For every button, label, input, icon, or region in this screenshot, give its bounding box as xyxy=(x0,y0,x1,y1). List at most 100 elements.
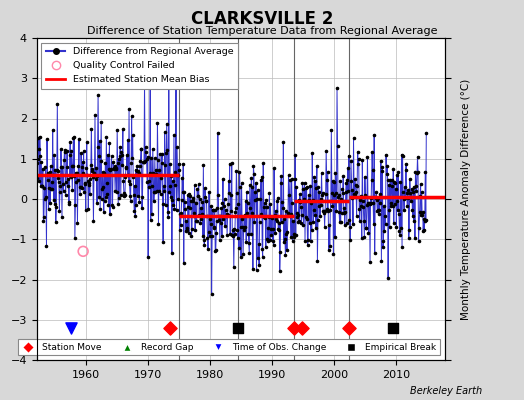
Point xyxy=(354,148,362,155)
Point xyxy=(255,262,263,268)
Point xyxy=(251,189,259,196)
Point xyxy=(254,255,262,262)
Point xyxy=(416,193,424,200)
Point xyxy=(286,213,294,219)
Point xyxy=(42,243,51,250)
Point xyxy=(341,222,349,228)
Point xyxy=(303,242,312,248)
Point xyxy=(410,218,418,224)
Point xyxy=(358,157,366,163)
Point xyxy=(318,170,326,176)
Point xyxy=(238,216,246,222)
Point xyxy=(202,198,211,204)
Point xyxy=(269,226,277,232)
Point xyxy=(232,204,240,211)
Point xyxy=(210,224,219,230)
Point xyxy=(236,184,244,191)
Point xyxy=(355,218,364,224)
Point xyxy=(329,251,337,258)
Point xyxy=(159,238,167,245)
Point xyxy=(179,188,187,195)
Point xyxy=(117,192,125,198)
Point xyxy=(141,144,150,151)
Point xyxy=(295,218,303,224)
Point xyxy=(128,154,136,161)
Point xyxy=(324,247,333,254)
Point xyxy=(93,144,102,150)
Point xyxy=(405,226,413,233)
Point xyxy=(237,180,246,186)
Point xyxy=(292,214,301,220)
Point xyxy=(226,192,235,198)
Point xyxy=(420,216,428,222)
Point xyxy=(75,136,83,142)
Point xyxy=(119,178,127,184)
Point xyxy=(105,166,113,172)
Point xyxy=(131,213,139,219)
Point xyxy=(335,209,343,215)
Point xyxy=(270,212,279,218)
Point xyxy=(413,154,422,160)
Point xyxy=(309,197,317,203)
Point xyxy=(279,138,288,145)
Point xyxy=(356,197,364,203)
Point xyxy=(298,180,307,186)
Point xyxy=(66,139,74,145)
Point xyxy=(301,238,309,244)
Point xyxy=(105,140,114,146)
Point xyxy=(132,166,140,173)
Point xyxy=(60,157,68,163)
Point xyxy=(168,196,177,203)
Point xyxy=(337,196,345,202)
Point xyxy=(358,198,367,204)
Point xyxy=(168,250,176,256)
Point xyxy=(195,196,204,203)
Point xyxy=(170,132,178,139)
Point xyxy=(172,80,180,86)
Point xyxy=(383,171,391,178)
Point xyxy=(53,101,61,108)
Point xyxy=(129,192,138,198)
Point xyxy=(133,162,141,169)
Point xyxy=(373,197,381,204)
Point xyxy=(259,160,267,166)
Point xyxy=(234,234,242,241)
Point xyxy=(115,156,123,162)
Point xyxy=(283,247,291,254)
Point xyxy=(378,168,386,174)
Point xyxy=(37,158,46,165)
Point xyxy=(361,192,369,198)
Point xyxy=(102,194,110,200)
Point xyxy=(213,205,222,212)
Point xyxy=(410,184,419,190)
Point xyxy=(103,180,112,186)
Point xyxy=(284,210,292,216)
Point xyxy=(83,139,91,146)
Point xyxy=(335,218,344,225)
Point xyxy=(359,204,367,210)
Point xyxy=(77,150,85,156)
Point xyxy=(36,153,45,160)
Point xyxy=(183,225,191,231)
Point xyxy=(181,206,190,212)
Point xyxy=(126,192,134,199)
Point xyxy=(411,235,419,241)
Point xyxy=(184,192,192,198)
Point xyxy=(408,207,417,213)
Point xyxy=(396,231,404,238)
Point xyxy=(183,227,192,233)
Point xyxy=(194,181,203,188)
Point xyxy=(289,234,298,240)
Point xyxy=(200,237,208,244)
Point xyxy=(123,171,132,178)
Point xyxy=(252,180,260,186)
Point xyxy=(101,160,110,167)
Point xyxy=(353,213,361,219)
Point xyxy=(231,209,239,216)
Point xyxy=(39,166,47,172)
Point xyxy=(288,238,297,244)
Point xyxy=(344,165,352,172)
Point xyxy=(49,172,58,178)
Point xyxy=(341,208,350,215)
Point xyxy=(348,187,357,194)
